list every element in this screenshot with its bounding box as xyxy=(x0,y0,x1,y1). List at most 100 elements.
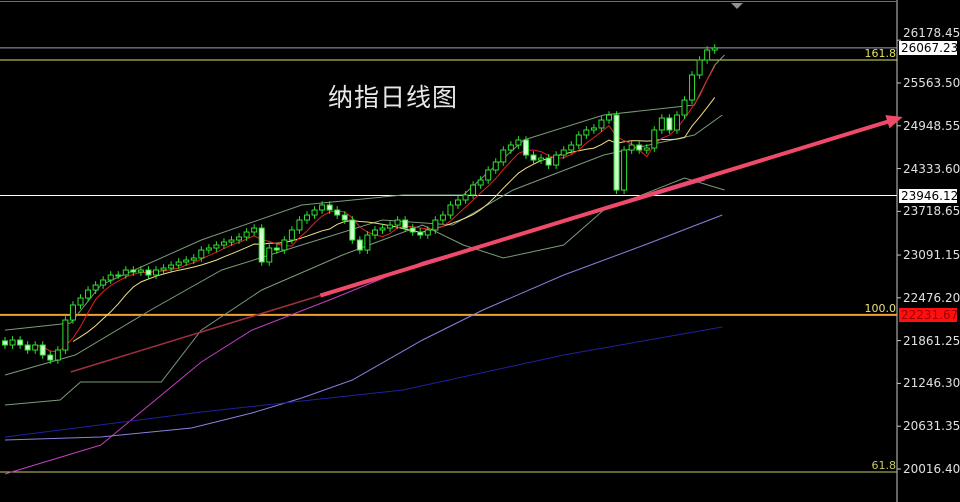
candle xyxy=(545,154,552,169)
candle-body xyxy=(666,117,673,131)
candle-body xyxy=(2,340,8,346)
candle-body xyxy=(387,224,394,229)
candle-body xyxy=(107,274,114,281)
candle-body xyxy=(122,269,129,276)
candle-body xyxy=(485,169,492,181)
candle xyxy=(424,226,431,239)
fib-level-label: 161.8 xyxy=(864,47,897,61)
candle xyxy=(606,111,612,124)
candle xyxy=(9,336,16,349)
candle-body xyxy=(681,99,688,116)
fib-level-label: 61.8 xyxy=(871,459,897,473)
candle xyxy=(447,201,454,219)
shift-marker-icon xyxy=(731,3,743,9)
candle-body xyxy=(704,49,711,61)
candle-body xyxy=(477,179,484,186)
candle-body xyxy=(447,204,454,216)
candle-body xyxy=(522,139,529,156)
chart-title: 纳指日线图 xyxy=(328,83,459,112)
candle xyxy=(168,261,175,272)
candle xyxy=(394,216,401,229)
candle-body xyxy=(32,344,39,351)
candle xyxy=(402,216,409,232)
price-tick-label: 21861.25 xyxy=(903,333,960,348)
candle-body xyxy=(560,149,567,156)
candle xyxy=(39,341,46,359)
candle-body xyxy=(409,227,416,233)
candle-body xyxy=(175,261,182,266)
candle xyxy=(304,211,310,224)
candle-body xyxy=(77,297,84,306)
candle-body xyxy=(402,219,409,229)
candle xyxy=(122,266,129,279)
candle-body xyxy=(432,219,439,231)
candle xyxy=(628,141,635,154)
candle-body xyxy=(190,257,197,261)
candle-body xyxy=(613,114,620,191)
candle-body xyxy=(9,339,16,346)
candle xyxy=(658,114,665,134)
price-level-label: 23946.12 xyxy=(899,188,959,203)
candle-body xyxy=(462,194,469,201)
candle-body xyxy=(568,144,575,151)
candle-body xyxy=(243,231,250,238)
price-tick-label: 25563.50 xyxy=(903,75,960,90)
candle xyxy=(92,281,99,294)
candle-body xyxy=(251,227,258,233)
candle xyxy=(643,144,650,154)
price-level-label: 22231.67 xyxy=(899,307,959,322)
candle xyxy=(190,254,197,264)
candle-body xyxy=(236,236,243,241)
candle-body xyxy=(334,209,341,216)
candle xyxy=(296,216,303,234)
candle-body xyxy=(168,264,175,269)
candle-body xyxy=(651,129,658,149)
candle xyxy=(560,146,567,159)
candle xyxy=(673,111,680,134)
candle-body xyxy=(439,214,446,221)
candle xyxy=(160,264,167,274)
candle-body xyxy=(507,144,514,151)
candle-body xyxy=(356,239,363,251)
candle xyxy=(153,266,159,279)
candle xyxy=(417,228,424,239)
candle-body xyxy=(304,214,310,221)
candle-body xyxy=(319,204,326,211)
candle-body xyxy=(606,114,612,121)
candle xyxy=(334,206,341,219)
candle-body xyxy=(349,219,356,241)
ma-slow-line xyxy=(72,97,716,342)
candle-body xyxy=(470,184,477,196)
candle xyxy=(349,216,356,244)
candle xyxy=(175,258,182,269)
candle xyxy=(696,56,703,79)
candle-body xyxy=(213,244,220,249)
candle xyxy=(69,301,76,324)
candle-body xyxy=(643,147,650,151)
candle xyxy=(704,46,711,64)
candle xyxy=(236,233,243,244)
candle xyxy=(689,71,696,104)
candle-body xyxy=(689,74,696,101)
candle-body xyxy=(69,304,76,321)
candle xyxy=(409,224,416,236)
trendline-arrow xyxy=(319,117,896,298)
candle xyxy=(311,206,318,219)
candle xyxy=(681,96,688,119)
candle-body xyxy=(17,339,24,346)
candle-body xyxy=(417,231,424,236)
candle-body xyxy=(492,161,499,171)
price-tick-label: 24333.60 xyxy=(903,161,960,176)
candle-body xyxy=(115,274,122,277)
candle-body xyxy=(160,267,167,271)
candle-body xyxy=(130,269,137,273)
candle xyxy=(455,196,461,209)
candle-body xyxy=(711,47,718,51)
candle-body xyxy=(628,144,635,151)
candle-body xyxy=(228,239,235,243)
candle xyxy=(85,286,92,302)
candle xyxy=(598,116,605,132)
candle-body xyxy=(538,157,545,161)
candle xyxy=(62,316,69,354)
